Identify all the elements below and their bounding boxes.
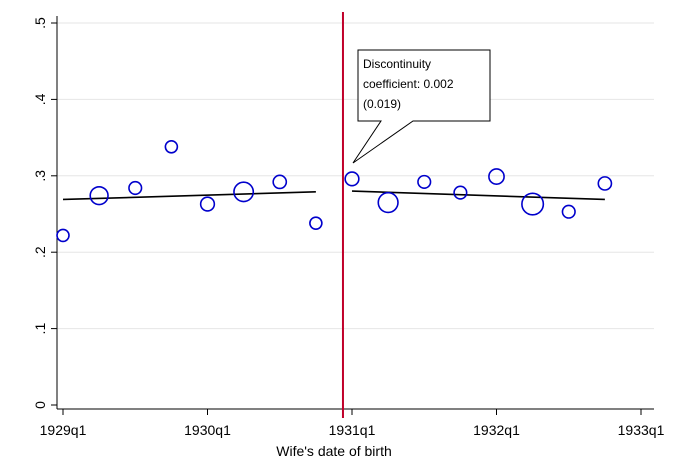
data-point xyxy=(344,171,360,187)
annotation-line-2: coefficient: 0.002 xyxy=(363,77,454,91)
data-point xyxy=(488,168,505,185)
annotation-callout: Discontinuity coefficient: 0.002 (0.019) xyxy=(352,49,491,164)
data-point xyxy=(272,174,288,190)
y-tick-label: .2 xyxy=(32,246,48,258)
data-point xyxy=(561,204,576,219)
data-point xyxy=(417,174,432,190)
axes xyxy=(56,16,654,410)
grid-lines xyxy=(57,22,654,330)
data-point xyxy=(597,176,613,191)
data-point xyxy=(521,192,545,216)
x-tick-label: 1932q1 xyxy=(473,422,520,438)
fit-line xyxy=(351,190,605,201)
data-point xyxy=(164,139,179,154)
data-point xyxy=(453,185,468,200)
x-tick-label: 1930q1 xyxy=(184,422,231,438)
x-tick-label: 1933q1 xyxy=(618,422,665,438)
annotation-line-3: (0.019) xyxy=(363,97,401,111)
y-tick-label: .3 xyxy=(32,170,48,182)
data-point xyxy=(309,216,323,230)
data-point xyxy=(233,181,255,203)
x-tick-label: 1931q1 xyxy=(329,422,376,438)
data-point xyxy=(56,228,70,243)
annotation-line-1: Discontinuity xyxy=(363,57,431,71)
fit-line xyxy=(62,191,316,201)
y-tick-label: .1 xyxy=(32,323,48,335)
fit-lines xyxy=(62,190,605,201)
callout-box xyxy=(352,49,491,164)
data-point xyxy=(199,196,216,212)
y-ticks: 0 .1 .2 .3 .4 .5 xyxy=(32,17,57,409)
data-points xyxy=(56,139,613,243)
data-point xyxy=(89,185,109,206)
data-point xyxy=(377,191,399,214)
data-point xyxy=(128,180,143,196)
y-tick-label: 0 xyxy=(32,401,48,409)
y-tick-label: .5 xyxy=(32,17,48,29)
x-ticks: 1929q1 1930q1 1931q1 1932q1 1933q1 xyxy=(40,409,665,438)
x-tick-label: 1929q1 xyxy=(40,422,87,438)
y-tick-label: .4 xyxy=(32,93,48,105)
x-axis-title: Wife's date of birth xyxy=(276,443,392,459)
